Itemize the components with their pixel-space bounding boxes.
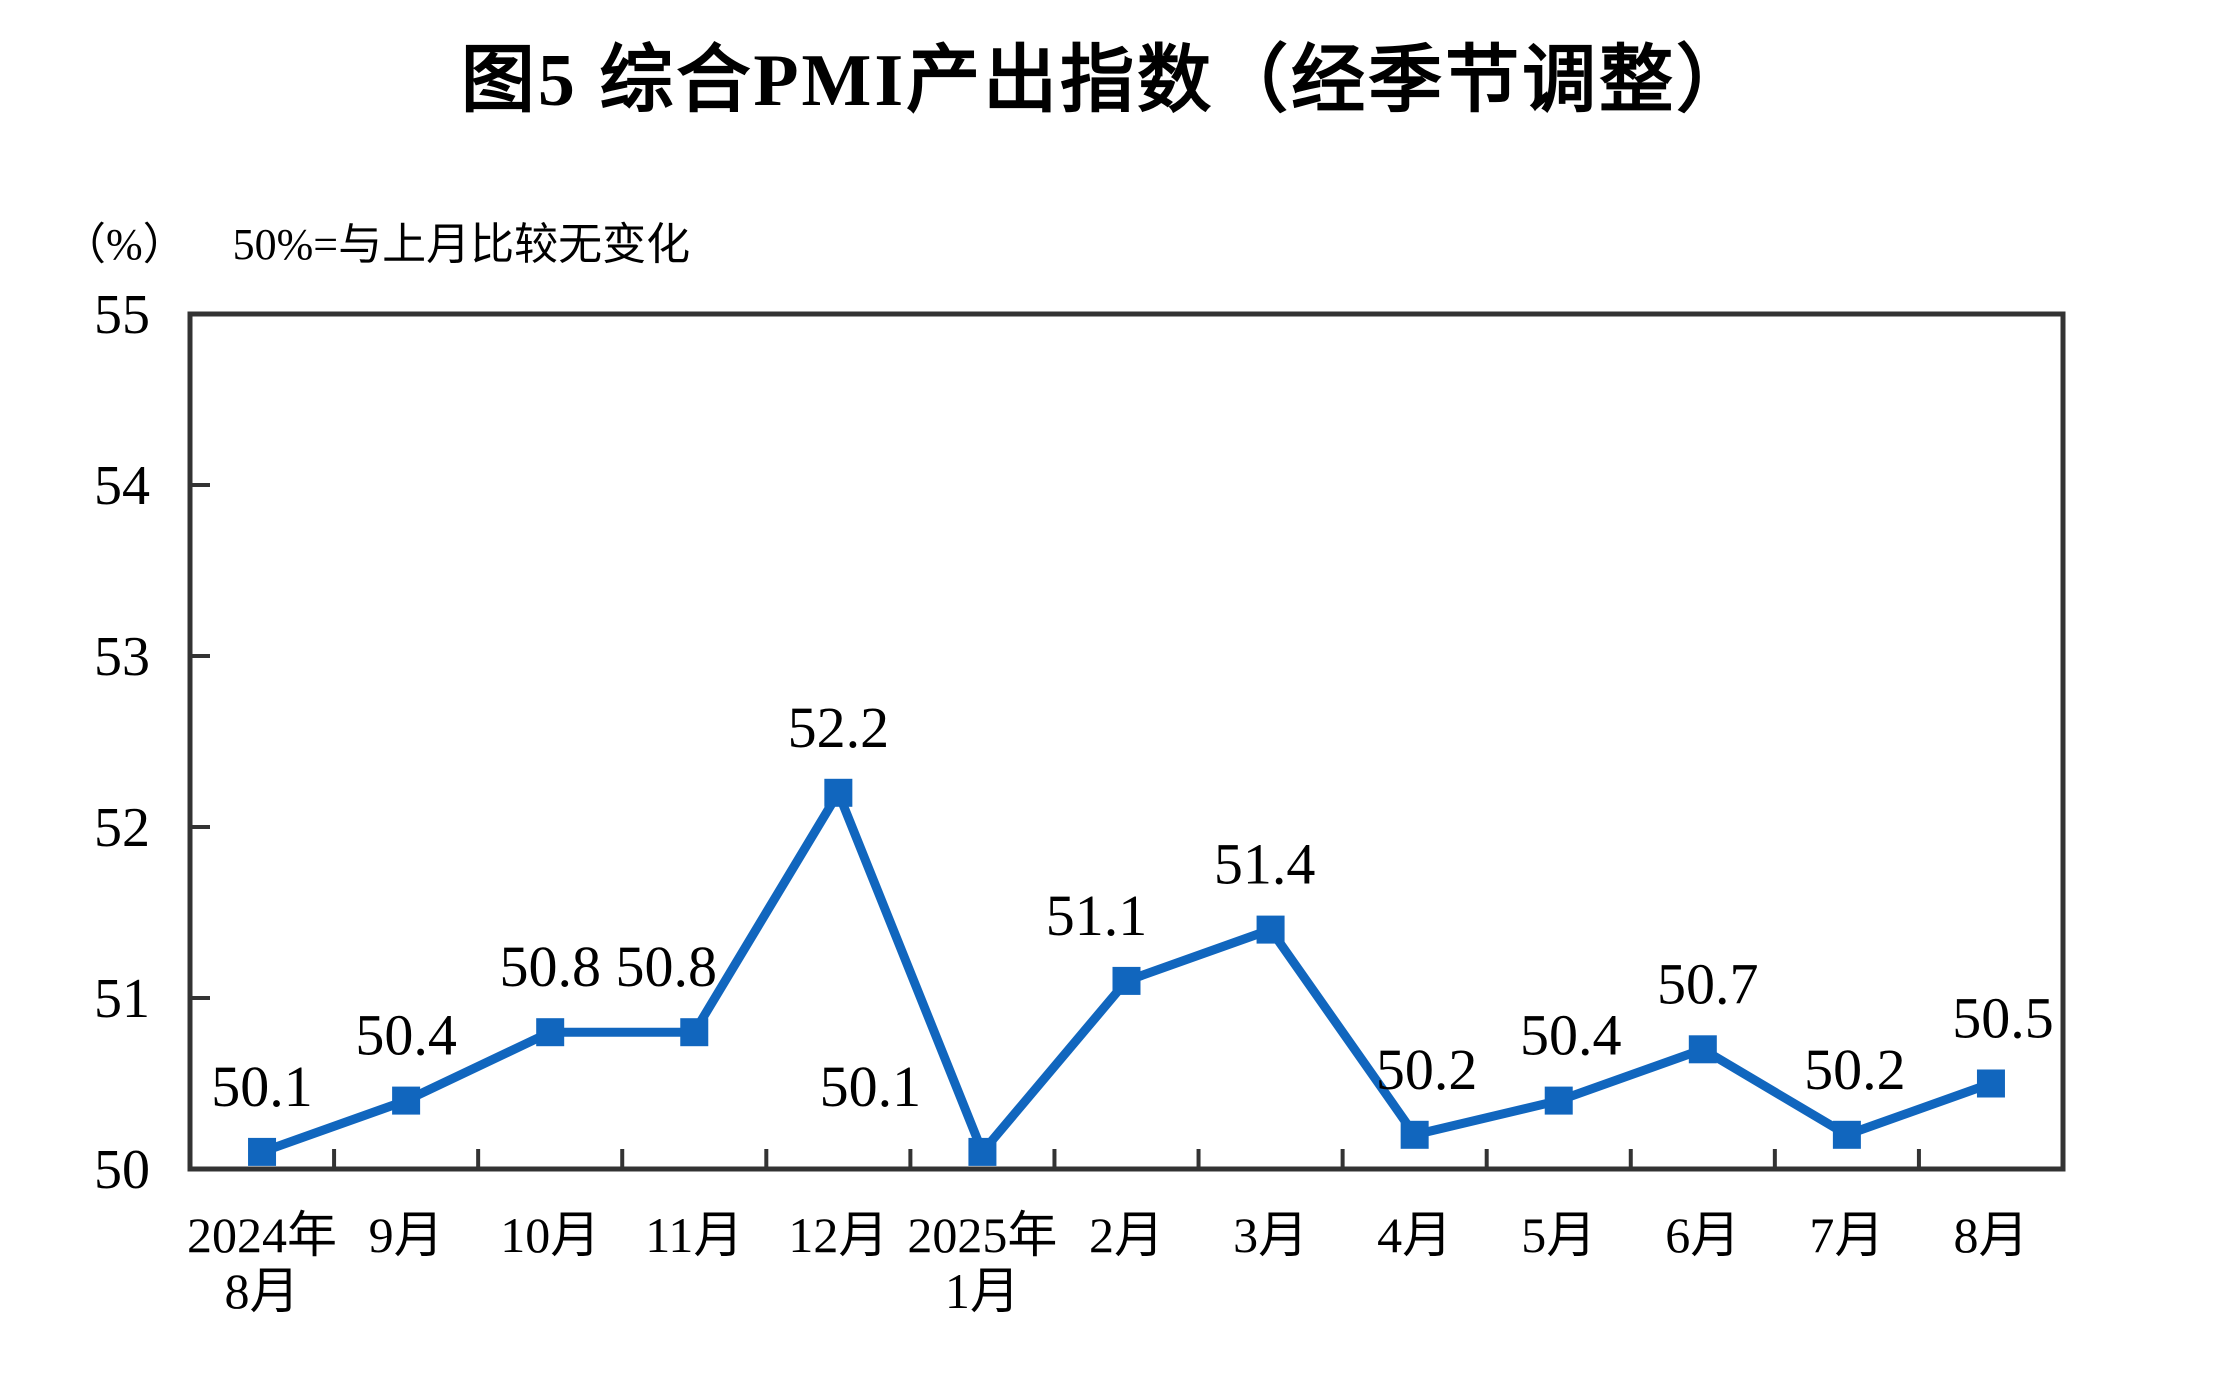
x-tick-label: 7月 [1809,1207,1884,1263]
data-point-label: 50.2 [1804,1037,1906,1102]
data-point-marker [968,1137,997,1166]
data-point-label: 50.2 [1376,1037,1478,1102]
y-tick-label: 52 [94,797,150,859]
x-tick-label: 12月 [788,1207,888,1263]
x-tick-label: 5月 [1521,1207,1596,1263]
x-tick-label: 4月 [1377,1207,1452,1263]
x-tick-label: 9月 [369,1207,444,1263]
x-tick-label: 11月 [645,1207,743,1263]
x-tick-label: 3月 [1233,1207,1308,1263]
data-point-label: 50.8 [499,934,601,999]
data-point-label: 51.1 [1046,883,1148,948]
data-point-label: 50.5 [1952,986,2054,1051]
data-point-label: 50.1 [211,1054,313,1119]
data-point-label: 50.1 [820,1054,922,1119]
x-tick-label: 1月 [945,1263,1020,1319]
data-point-label: 50.8 [616,934,718,999]
y-tick-label: 54 [94,455,150,517]
y-tick-label: 55 [94,284,150,346]
data-point-marker [1112,966,1141,995]
plot-frame [187,311,2066,1172]
data-point-label: 52.2 [788,695,890,760]
y-tick-label: 50 [94,1139,150,1201]
chart-subtitle-row: （%） 50%=与上月比较无变化 [62,208,690,272]
data-point-label: 51.4 [1214,832,1316,897]
data-point-marker [1976,1069,2005,1098]
x-tick-label: 6月 [1665,1207,1740,1263]
x-tick-label: 2024年 [187,1207,337,1263]
data-point-marker [1400,1120,1429,1149]
y-axis-unit-label: （%） [62,220,187,269]
x-tick-label: 8月 [1953,1207,2028,1263]
data-point-marker [248,1137,277,1166]
y-tick-label: 53 [94,626,150,688]
y-tick-label: 51 [94,968,150,1030]
data-point-marker [680,1018,709,1047]
x-tick-label: 2025年 [907,1207,1057,1263]
data-point-label: 50.4 [1520,1003,1622,1068]
data-point-marker [824,778,853,807]
chart-annotation: 50%=与上月比较无变化 [232,220,691,269]
data-point-marker [1544,1086,1573,1115]
data-point-marker [536,1018,565,1047]
data-point-label: 50.4 [355,1003,457,1068]
x-tick-label: 8月 [225,1263,300,1319]
x-tick-label: 10月 [500,1207,600,1263]
data-point-marker [1832,1120,1861,1149]
data-point-marker [392,1086,421,1115]
data-point-marker [1256,915,1285,944]
data-point-label: 50.7 [1657,951,1759,1016]
x-tick-label: 2月 [1089,1207,1164,1263]
chart-title: 图5 综合PMI产出指数（经季节调整） [460,40,1754,122]
data-point-marker [1688,1035,1717,1064]
